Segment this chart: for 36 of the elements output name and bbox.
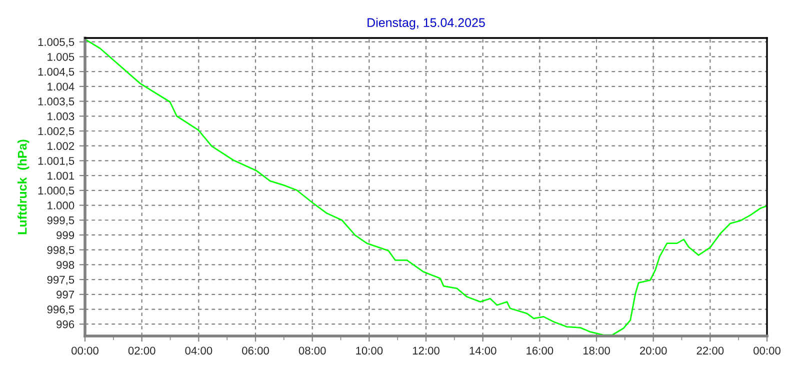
y-tick-label: 1.002 <box>48 142 74 150</box>
x-tick-label: 08:00 <box>298 346 326 355</box>
x-tick-label: 16:00 <box>526 346 554 355</box>
y-tick-label: 998,5 <box>47 246 74 256</box>
y-tick-label: 1.004,5 <box>38 68 74 78</box>
x-tick-label: 02:00 <box>128 346 156 355</box>
y-tick-label: 996,5 <box>47 306 74 315</box>
y-tick-label: 1.001,5 <box>38 156 74 166</box>
y-tick-label: 996 <box>56 320 74 328</box>
y-tick-label: 999 <box>56 231 74 240</box>
x-tick-label: 20:00 <box>640 346 667 355</box>
y-tick-label: 1.005 <box>48 52 74 61</box>
y-tick-label: 1.004 <box>48 82 74 91</box>
x-tick-label: 12:00 <box>412 346 440 355</box>
x-tick-label: 04:00 <box>185 346 212 355</box>
chart-title: Dienstag, 15.04.2025 <box>368 18 485 30</box>
y-tick-label: 997 <box>56 290 74 299</box>
x-tick-label: 10:00 <box>356 346 383 355</box>
y-tick-label: 1.000 <box>48 202 74 210</box>
x-tick-label: 00:00 <box>754 346 780 355</box>
y-tick-label: 1.003,5 <box>38 98 74 107</box>
y-axis-title: Luftdruck (hPa) <box>18 140 30 234</box>
x-tick-label: 00:00 <box>72 346 98 355</box>
y-tick-label: 1.003 <box>48 112 74 120</box>
y-tick-label: 1.005,5 <box>38 38 74 48</box>
x-tick-label: 06:00 <box>242 346 269 355</box>
y-tick-label: 997,5 <box>47 276 74 285</box>
x-tick-label: 14:00 <box>470 346 496 355</box>
y-tick-label: 998 <box>56 260 74 269</box>
x-tick-label: 22:00 <box>696 346 724 355</box>
line-series <box>85 38 767 336</box>
y-tick-label: 999,5 <box>47 216 74 226</box>
x-tick-label: 18:00 <box>583 346 610 355</box>
y-tick-label: 1.002,5 <box>38 127 74 136</box>
y-tick-label: 1.000,5 <box>38 186 74 196</box>
y-tick-label: 1.001 <box>48 172 74 180</box>
